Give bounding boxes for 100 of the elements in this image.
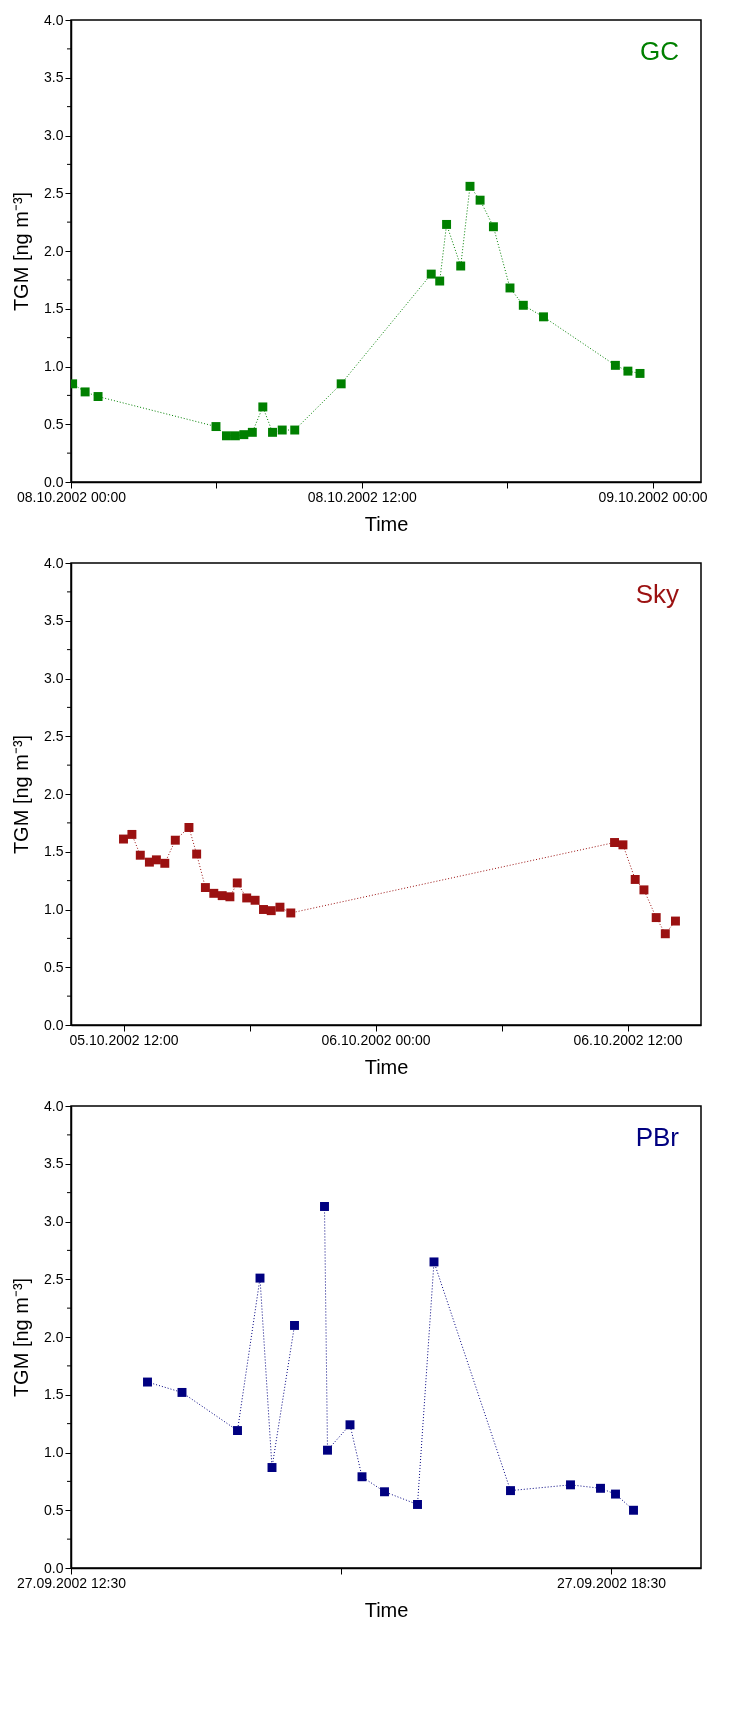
y-axis-title: TGM [ng m⁻³]: [10, 191, 33, 312]
point: [435, 276, 445, 286]
point: [566, 1480, 575, 1490]
point: [618, 840, 628, 850]
y-tick-label: 3.5: [44, 612, 64, 629]
point: [610, 838, 620, 847]
y-tick-label: 1.5: [44, 843, 64, 860]
y-tick-label: 0.5: [44, 1501, 64, 1518]
point: [242, 893, 252, 903]
point: [268, 427, 277, 437]
point: [380, 1487, 389, 1497]
point: [250, 895, 260, 905]
point: [488, 222, 498, 232]
x-axis-title: Time: [364, 512, 409, 535]
point: [660, 929, 670, 939]
point: [596, 1483, 605, 1493]
y-tick-label: 1.0: [44, 1444, 64, 1460]
point: [184, 823, 194, 832]
point: [426, 269, 436, 279]
y-tick-label: 2.0: [44, 242, 64, 259]
point: [670, 916, 680, 926]
point: [80, 387, 90, 397]
point: [629, 1505, 638, 1515]
y-tick-label: 1.5: [44, 300, 64, 317]
point: [611, 1489, 620, 1499]
point: [170, 835, 180, 845]
y-tick-label: 2.0: [44, 785, 64, 802]
y-tick-label: 0.0: [44, 473, 64, 490]
x-tick-label: 05.10.2002 12:00: [69, 1031, 179, 1048]
point: [623, 366, 633, 376]
point: [290, 425, 300, 435]
y-tick-label: 3.0: [44, 127, 64, 143]
x-tick-label: 27.09.2002 12:30: [17, 1574, 127, 1591]
point: [286, 908, 296, 918]
y-tick-label: 3.5: [44, 1155, 64, 1172]
x-tick-label: 06.10.2002 00:00: [321, 1031, 431, 1048]
point: [177, 1387, 187, 1397]
point: [635, 368, 645, 378]
text: PBr: [635, 1122, 680, 1152]
point: [442, 219, 452, 229]
point: [233, 1426, 242, 1436]
point: [266, 906, 276, 916]
y-tick-label: 2.0: [44, 1328, 64, 1345]
point: [211, 422, 221, 432]
y-tick-label: 3.0: [44, 1213, 64, 1229]
x-axis-title: Time: [364, 1055, 409, 1078]
y-tick-label: 1.5: [44, 1386, 64, 1403]
point: [239, 430, 249, 440]
point: [290, 1320, 299, 1330]
x-tick-label: 08.10.2002 00:00: [17, 488, 127, 505]
point: [518, 300, 528, 310]
x-tick-label: 08.10.2002 12:00: [307, 488, 417, 505]
y-tick-label: 3.0: [44, 670, 64, 686]
point: [258, 402, 268, 412]
point: [93, 392, 103, 401]
point: [429, 1257, 439, 1267]
point: [475, 195, 485, 205]
x-tick-label: 06.10.2002 12:00: [573, 1031, 683, 1048]
point: [610, 360, 620, 370]
point: [275, 902, 285, 912]
text: GC: [640, 36, 679, 66]
point: [200, 883, 210, 893]
point: [413, 1500, 422, 1509]
point: [277, 425, 287, 435]
y-tick-label: 0.0: [44, 1016, 64, 1033]
point: [119, 834, 128, 844]
point: [232, 878, 242, 888]
point: [505, 283, 515, 293]
point: [539, 312, 548, 322]
point: [336, 379, 346, 389]
x-tick-label: 27.09.2002 18:30: [557, 1574, 667, 1591]
y-tick-label: 4.0: [44, 1097, 64, 1114]
y-axis-title: TGM [ng m⁻³]: [10, 734, 33, 855]
point: [225, 892, 235, 902]
point: [651, 913, 661, 923]
y-axis-title: TGM [ng m⁻³]: [10, 1277, 33, 1398]
point: [456, 261, 466, 271]
point: [222, 431, 231, 441]
y-tick-label: 2.5: [44, 1270, 64, 1287]
point: [247, 427, 257, 437]
point: [135, 850, 145, 860]
point: [151, 855, 161, 865]
point: [639, 885, 649, 895]
y-tick-label: 1.0: [44, 901, 64, 917]
point: [345, 1420, 355, 1430]
point: [259, 905, 268, 914]
x-tick-label: 09.10.2002 00:00: [598, 488, 708, 505]
point: [506, 1486, 515, 1496]
point: [465, 181, 475, 191]
y-tick-label: 4.0: [44, 11, 64, 28]
point: [209, 888, 219, 898]
y-tick-label: 0.5: [44, 958, 64, 975]
y-tick-label: 2.5: [44, 727, 64, 744]
y-tick-label: 3.5: [44, 69, 64, 86]
text: Sky: [635, 579, 679, 609]
point: [127, 829, 137, 839]
point: [320, 1202, 329, 1211]
y-tick-label: 1.0: [44, 358, 64, 374]
point: [267, 1463, 277, 1472]
point: [160, 858, 170, 868]
